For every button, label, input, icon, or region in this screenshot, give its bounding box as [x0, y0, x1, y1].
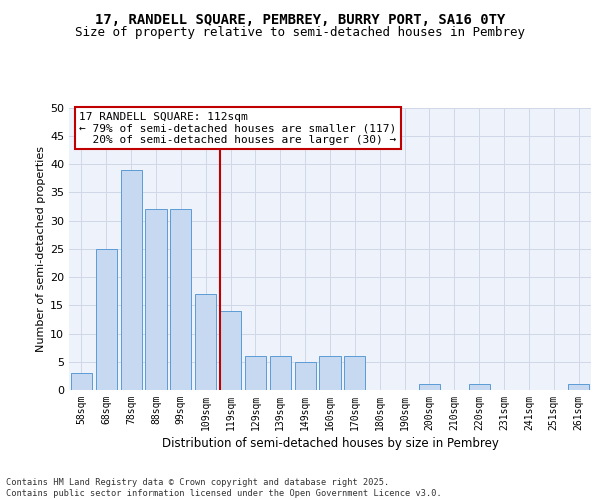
X-axis label: Distribution of semi-detached houses by size in Pembrey: Distribution of semi-detached houses by …	[161, 437, 499, 450]
Bar	[195, 294, 216, 390]
Bar	[568, 384, 589, 390]
Bar	[145, 209, 167, 390]
Bar	[319, 356, 341, 390]
Bar	[270, 356, 291, 390]
Bar	[170, 209, 191, 390]
Text: 17, RANDELL SQUARE, PEMBREY, BURRY PORT, SA16 0TY: 17, RANDELL SQUARE, PEMBREY, BURRY PORT,…	[95, 12, 505, 26]
Bar	[469, 384, 490, 390]
Text: 17 RANDELL SQUARE: 112sqm
← 79% of semi-detached houses are smaller (117)
  20% : 17 RANDELL SQUARE: 112sqm ← 79% of semi-…	[79, 112, 397, 145]
Text: Contains HM Land Registry data © Crown copyright and database right 2025.
Contai: Contains HM Land Registry data © Crown c…	[6, 478, 442, 498]
Bar	[245, 356, 266, 390]
Bar	[220, 311, 241, 390]
Bar	[121, 170, 142, 390]
Bar	[295, 362, 316, 390]
Bar	[71, 373, 92, 390]
Bar	[344, 356, 365, 390]
Bar	[419, 384, 440, 390]
Y-axis label: Number of semi-detached properties: Number of semi-detached properties	[36, 146, 46, 352]
Bar	[96, 249, 117, 390]
Text: Size of property relative to semi-detached houses in Pembrey: Size of property relative to semi-detach…	[75, 26, 525, 39]
